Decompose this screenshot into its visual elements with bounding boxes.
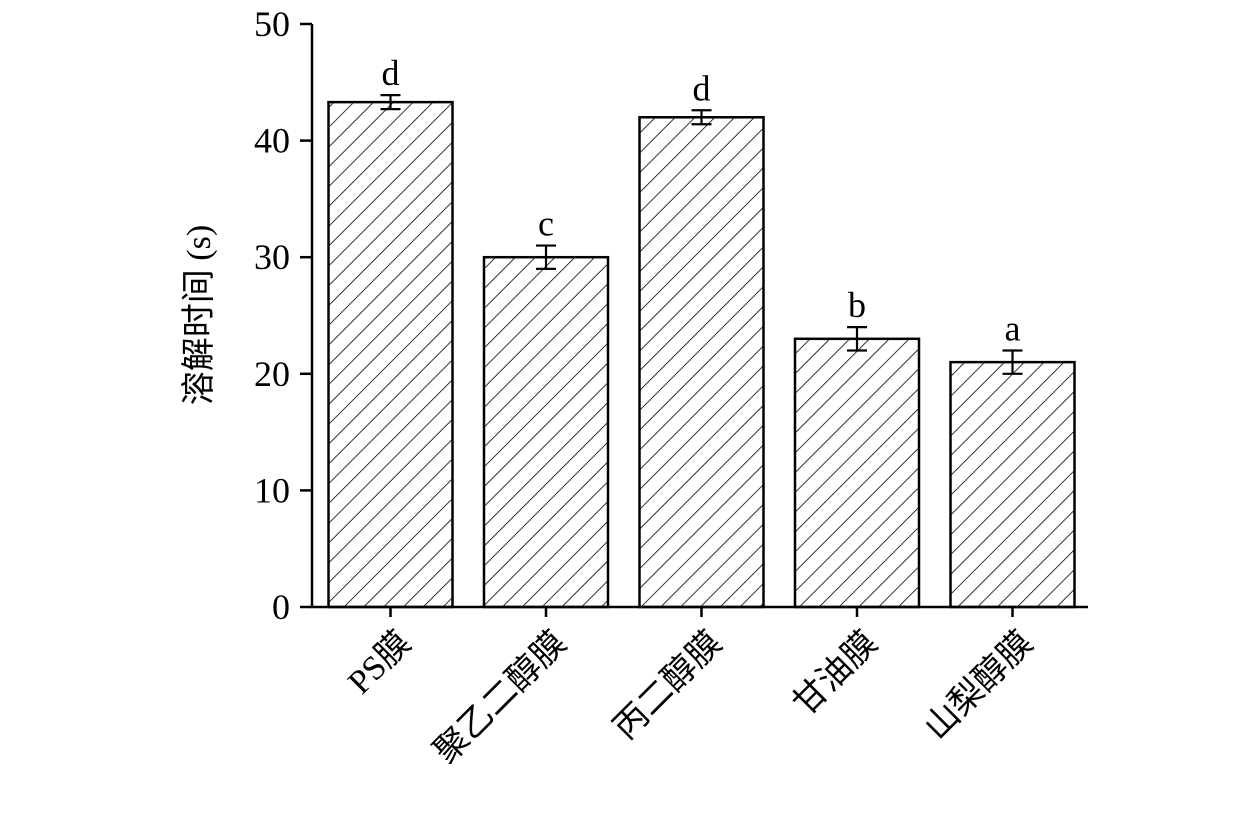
x-category-label: 山梨醇膜 — [917, 624, 1040, 747]
bar — [793, 337, 921, 609]
y-tick-label: 10 — [254, 470, 290, 510]
bar — [638, 116, 765, 609]
y-tick-label: 50 — [254, 4, 290, 44]
x-category-label: PS膜 — [340, 624, 418, 702]
y-tick-label: 0 — [272, 587, 290, 627]
x-category-label: 甘油膜 — [786, 624, 885, 723]
bar — [949, 360, 1076, 609]
significance-label: d — [693, 68, 711, 108]
bar — [327, 100, 454, 609]
y-tick-label: 40 — [254, 121, 290, 161]
significance-label: c — [538, 204, 554, 244]
bar — [482, 255, 610, 609]
significance-label: a — [1005, 308, 1021, 348]
x-category-label: 聚乙二醇膜 — [427, 624, 574, 771]
plot-area: 0 10 20 30 40 50 d PS膜 c 聚乙二醇膜 d 丙二醇膜 b 甘油膜 a 山梨醇膜 — [254, 4, 1088, 771]
significance-label: b — [848, 285, 866, 325]
x-category-label: 丙二醇膜 — [606, 624, 729, 747]
y-tick-label: 30 — [254, 237, 290, 277]
y-axis-title: 溶解时间 (s) — [180, 225, 218, 405]
significance-label: d — [382, 53, 400, 93]
y-tick-label: 20 — [254, 354, 290, 394]
